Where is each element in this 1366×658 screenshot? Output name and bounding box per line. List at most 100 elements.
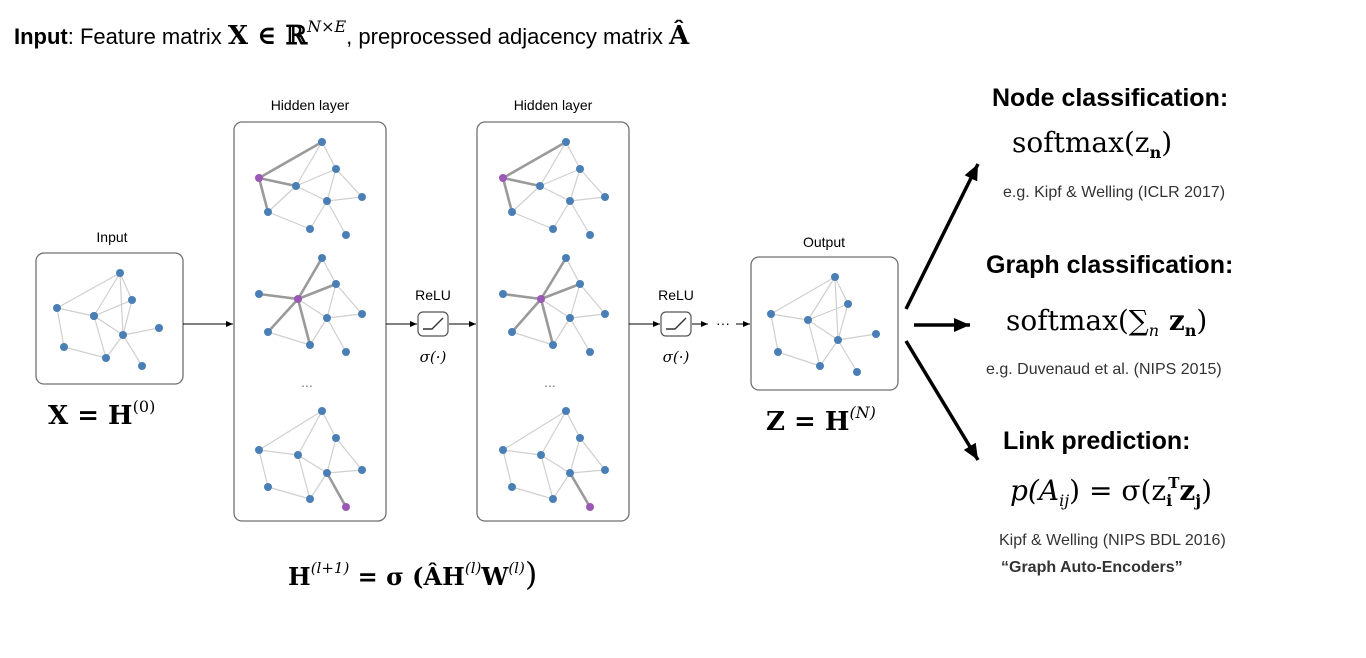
graph-edge [321, 410, 337, 439]
graph-edge [834, 276, 849, 305]
graph-edge [552, 317, 571, 346]
link-formula-p: p(A [1010, 474, 1059, 507]
title-line: Input: Feature matrix X ∈ ℝN×E, preproce… [14, 17, 690, 51]
graph-edge [501, 177, 514, 213]
graph-edge [539, 257, 568, 300]
graph-edge [326, 313, 363, 319]
output-equation-sup: (N) [849, 403, 875, 422]
graph-edge [770, 276, 836, 315]
relu-1-label: ReLU [415, 287, 451, 303]
graph-edge [258, 410, 323, 451]
graph-node [318, 407, 326, 415]
graph-edge [539, 185, 571, 202]
graph-node [342, 503, 350, 511]
input-equation-sup: (0) [133, 397, 156, 416]
link-prediction-subtitle: “Graph Auto-Encoders” [1001, 559, 1183, 576]
node-formula-main: softmax(z [1012, 126, 1150, 159]
graph-node [576, 165, 584, 173]
graph-node [508, 208, 516, 216]
graph-node [90, 312, 98, 320]
graph-edge [569, 437, 581, 474]
node-formula-sub: n [1150, 143, 1162, 162]
graph-edge [297, 282, 337, 301]
graph-node [255, 290, 263, 298]
graph-edge [309, 472, 328, 500]
title-math-x: X ∈ ℝ [228, 21, 309, 51]
graph-edge [569, 196, 606, 202]
graph-node [562, 254, 570, 262]
graph-edge [119, 272, 133, 301]
graph-node [566, 469, 574, 477]
input-box [35, 252, 184, 385]
graph-edge [511, 331, 554, 346]
graph-edge [565, 257, 581, 285]
graph-node [834, 336, 842, 344]
graph-edge [552, 200, 571, 230]
graph-edge [540, 410, 567, 456]
relu-2-icon [660, 311, 692, 337]
update-sup1: (l+1) [311, 559, 350, 577]
graph-edge [122, 334, 143, 367]
graph-node [537, 451, 545, 459]
graph-edge [326, 317, 347, 353]
graph-edge [502, 410, 567, 451]
graph-edge [258, 176, 297, 188]
graph-edge [297, 298, 328, 319]
link-formula-zj: z [1179, 474, 1195, 507]
graph-node [323, 197, 331, 205]
relu-1-icon [417, 311, 449, 337]
graph-node [323, 469, 331, 477]
graph-node [102, 354, 110, 362]
link-prediction-title: Link prediction: [1003, 427, 1191, 455]
graph-node [128, 296, 136, 304]
graph-edge [122, 327, 160, 336]
graph-edge [335, 437, 363, 471]
graph-node [586, 231, 594, 239]
graph-edge [93, 315, 124, 336]
graph-edge [296, 257, 324, 300]
graph-node [566, 197, 574, 205]
graph-edge [511, 486, 554, 500]
hidden-layer-1-box [233, 121, 387, 522]
hidden-layer-2-label: Hidden layer [514, 97, 593, 113]
graph-node [255, 174, 263, 182]
graph-node [872, 330, 880, 338]
graph-node [332, 280, 340, 288]
graph-node [294, 451, 302, 459]
graph-edge [539, 298, 555, 346]
graph-node [549, 495, 557, 503]
graph-node [116, 269, 124, 277]
graph-edge [295, 141, 323, 187]
graph-edge [837, 333, 877, 341]
update-rule-equation: H(l+1) = σ (ÂH(l)W(l)) [288, 555, 537, 593]
graph-edge [56, 307, 95, 317]
graph-node [537, 295, 545, 303]
graph-edge [502, 140, 567, 180]
graph-edge [540, 454, 554, 500]
graph-node [306, 225, 314, 233]
node-classification-formula: softmax(zn) [1012, 126, 1172, 162]
graph-node [138, 362, 146, 370]
graph-node [342, 348, 350, 356]
graph-node [549, 341, 557, 349]
graph-edge [819, 339, 839, 367]
graph-node [294, 295, 302, 303]
hidden-1-graph-middle [255, 254, 366, 356]
graph-node [499, 174, 507, 182]
graph-node [774, 348, 782, 356]
graph-edge [770, 313, 779, 353]
graph-node [601, 193, 609, 201]
graph-edge [569, 469, 606, 474]
graph-node [306, 495, 314, 503]
graph-edge [565, 410, 581, 439]
graph-edge [295, 168, 337, 187]
graph-edge [777, 351, 821, 367]
graph-node [831, 273, 839, 281]
graph-edge [540, 282, 581, 301]
graph-node [566, 314, 574, 322]
graph-edge [540, 298, 571, 319]
title-math-a: Â [668, 19, 690, 51]
graph-edge [807, 303, 849, 321]
hidden-1-graph-top [255, 138, 366, 239]
